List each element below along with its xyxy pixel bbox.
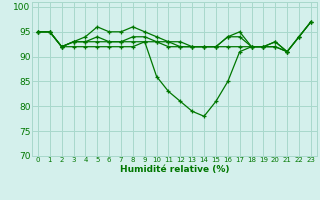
X-axis label: Humidité relative (%): Humidité relative (%) [120,165,229,174]
